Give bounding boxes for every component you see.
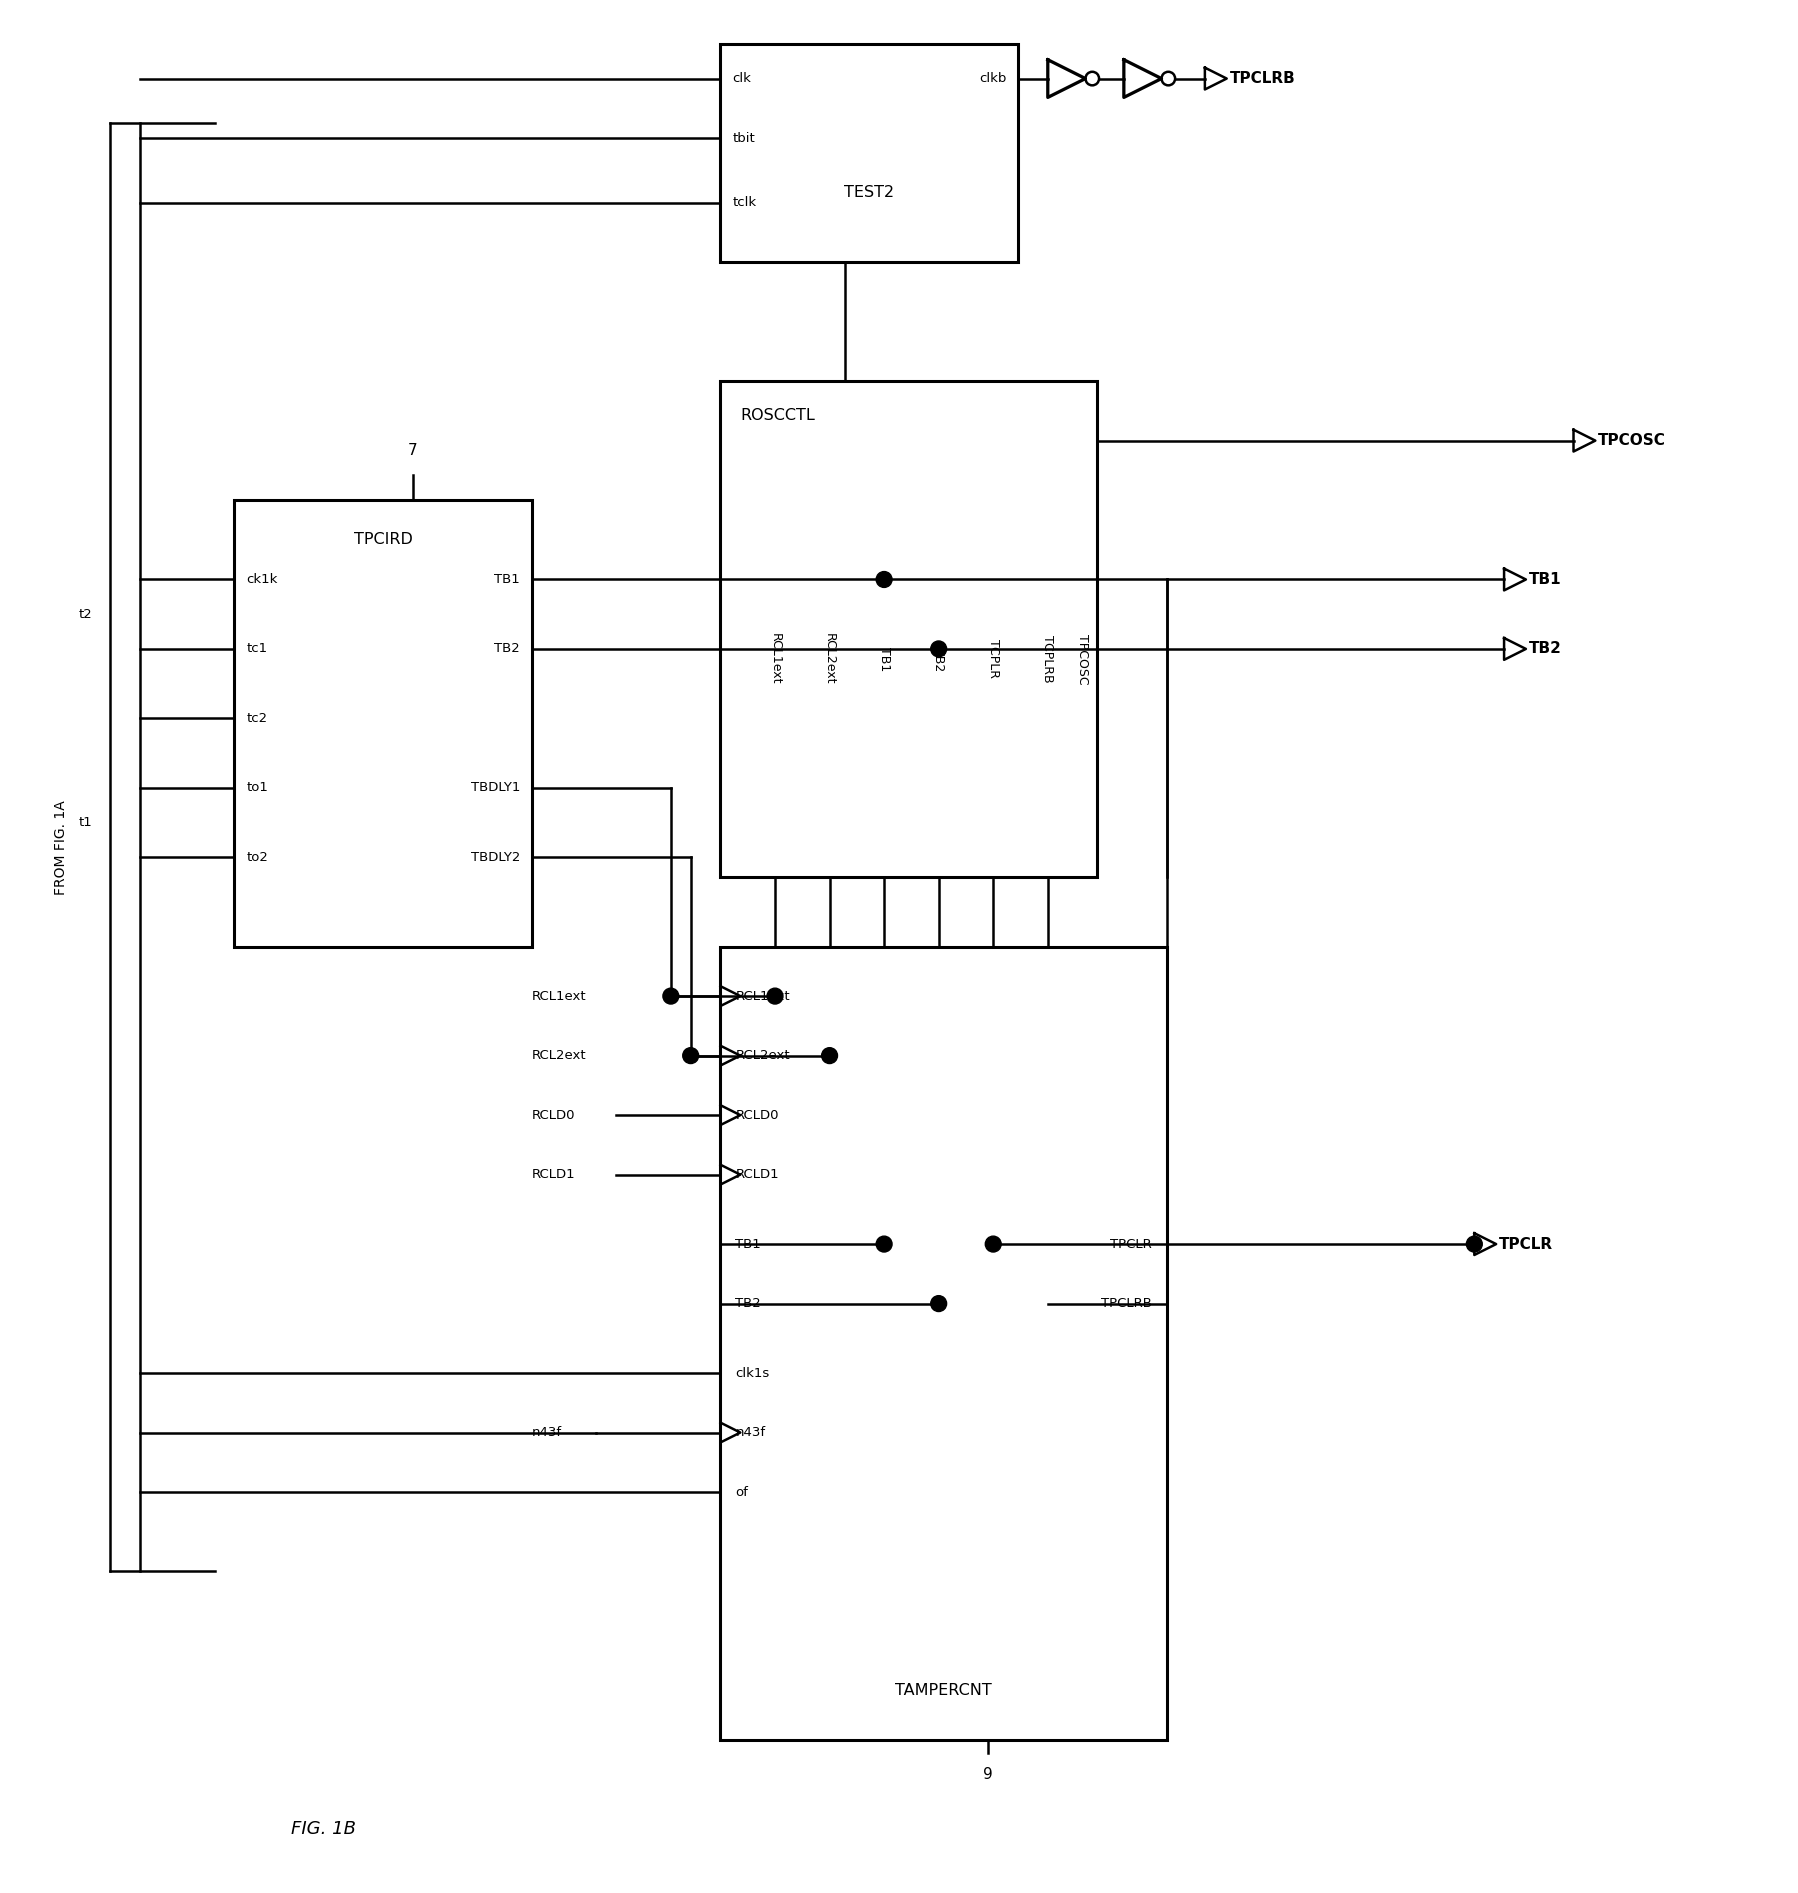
Text: 9: 9 (984, 1768, 992, 1783)
Text: clkb: clkb (978, 72, 1007, 85)
Circle shape (931, 642, 946, 657)
Text: RCLD1: RCLD1 (735, 1168, 779, 1181)
Circle shape (822, 1047, 838, 1064)
Text: RCL2ext: RCL2ext (735, 1049, 789, 1062)
Text: TB2: TB2 (931, 647, 946, 670)
Text: t2: t2 (79, 608, 92, 621)
Text: TBDLY2: TBDLY2 (471, 850, 520, 863)
Text: tclk: tclk (732, 197, 757, 208)
Circle shape (876, 572, 892, 587)
Text: RCL1ext: RCL1ext (532, 990, 586, 1003)
Text: TCPLRB: TCPLRB (1041, 634, 1054, 683)
Bar (721, 44, 1018, 261)
Text: RCLD0: RCLD0 (532, 1109, 575, 1123)
Circle shape (931, 1295, 946, 1312)
Text: TB1: TB1 (735, 1238, 761, 1251)
Text: RCLD0: RCLD0 (735, 1109, 779, 1123)
Text: TPCIRD: TPCIRD (354, 532, 412, 547)
Text: TCPLR: TCPLR (987, 640, 1000, 678)
Circle shape (985, 1236, 1001, 1251)
Bar (721, 380, 1097, 876)
Text: TB1: TB1 (494, 574, 520, 587)
Text: TPCLR: TPCLR (1109, 1238, 1153, 1251)
Circle shape (663, 988, 680, 1003)
Text: TB1: TB1 (1528, 572, 1561, 587)
Text: TB1: TB1 (877, 647, 890, 670)
Circle shape (876, 1236, 892, 1251)
Text: TPCOSC: TPCOSC (1598, 433, 1667, 449)
Text: TPCLRB: TPCLRB (1100, 1297, 1153, 1310)
Text: n43f: n43f (735, 1425, 766, 1439)
Text: TB2: TB2 (735, 1297, 761, 1310)
Text: of: of (735, 1486, 748, 1499)
Text: FIG. 1B: FIG. 1B (291, 1821, 356, 1838)
Text: RCL1ext: RCL1ext (735, 990, 789, 1003)
Text: RCL1ext: RCL1ext (768, 632, 782, 685)
Text: ck1k: ck1k (246, 574, 277, 587)
Text: ROSCCTL: ROSCCTL (741, 409, 814, 424)
Circle shape (683, 1047, 699, 1064)
Text: TPCOSC: TPCOSC (1075, 634, 1090, 683)
Text: n43f: n43f (532, 1425, 563, 1439)
Text: clk1s: clk1s (735, 1367, 770, 1380)
Text: clk: clk (732, 72, 752, 85)
Text: FROM FIG. 1A: FROM FIG. 1A (54, 801, 68, 895)
Text: RCL2ext: RCL2ext (823, 632, 836, 685)
Text: TB2: TB2 (1528, 642, 1562, 657)
Text: TEST2: TEST2 (845, 186, 894, 201)
Text: TBDLY1: TBDLY1 (471, 782, 520, 795)
Text: 7: 7 (408, 443, 417, 458)
Text: RCL2ext: RCL2ext (532, 1049, 586, 1062)
Circle shape (768, 988, 782, 1003)
Text: RCLD1: RCLD1 (532, 1168, 575, 1181)
Bar (234, 500, 532, 946)
Text: to2: to2 (246, 850, 268, 863)
Text: TPCLRB: TPCLRB (1230, 72, 1295, 85)
Bar (721, 946, 1167, 1740)
Circle shape (1467, 1236, 1482, 1251)
Text: tc2: tc2 (246, 712, 268, 725)
Text: t1: t1 (79, 816, 92, 829)
Text: TAMPERCNT: TAMPERCNT (895, 1683, 992, 1698)
Text: TPCLR: TPCLR (1500, 1236, 1553, 1251)
Text: TB2: TB2 (494, 642, 520, 655)
Text: tbit: tbit (732, 133, 755, 144)
Text: tc1: tc1 (246, 642, 268, 655)
Text: to1: to1 (246, 782, 268, 795)
